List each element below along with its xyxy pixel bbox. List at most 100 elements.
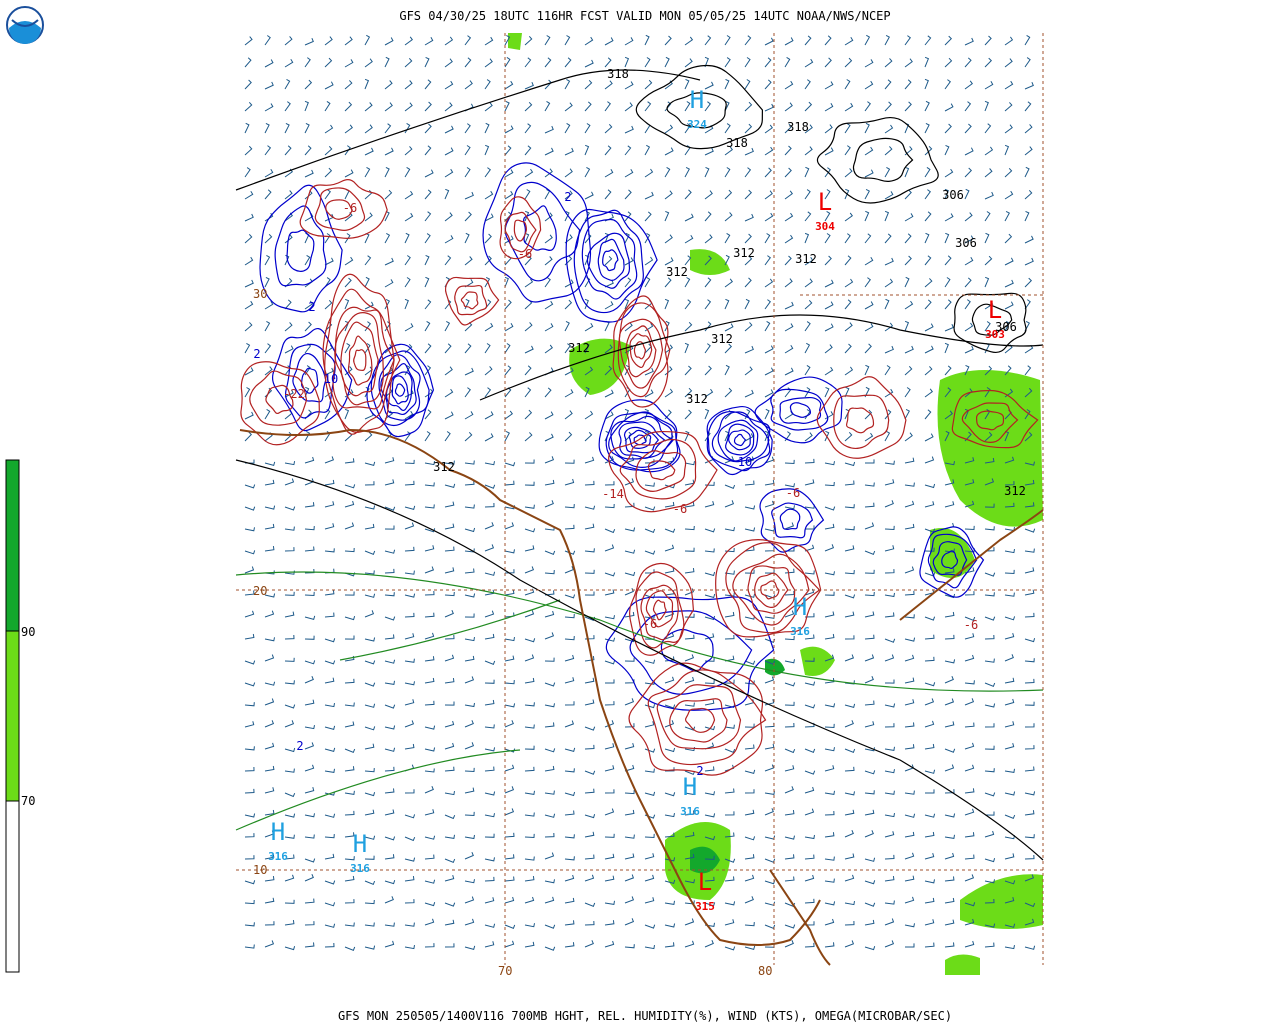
wind-barb bbox=[764, 676, 775, 684]
wind-barb bbox=[284, 634, 295, 640]
wind-barb bbox=[884, 638, 896, 643]
wind-barb bbox=[1004, 592, 1015, 597]
wind-barb bbox=[264, 637, 275, 642]
height-contour-label: 318 bbox=[787, 120, 809, 134]
contour bbox=[647, 669, 767, 766]
wind-barb bbox=[484, 102, 493, 112]
wind-barb bbox=[584, 101, 592, 112]
wind-barb bbox=[304, 834, 315, 839]
wind-barb bbox=[904, 677, 915, 684]
wind-barb bbox=[744, 945, 756, 951]
wind-barb bbox=[664, 632, 675, 640]
contour bbox=[725, 423, 755, 456]
wind-barb bbox=[944, 659, 956, 664]
wind-barb bbox=[384, 704, 396, 709]
wind-barb bbox=[704, 902, 716, 907]
contour bbox=[770, 388, 829, 431]
wind-barb bbox=[584, 144, 590, 156]
wind-barb bbox=[484, 660, 496, 665]
wind-barb bbox=[444, 943, 455, 948]
wind-barb bbox=[744, 505, 756, 510]
contour bbox=[628, 662, 764, 776]
wind-barb bbox=[284, 345, 294, 354]
wind-barb bbox=[244, 36, 253, 46]
wind-barb bbox=[584, 298, 589, 310]
wind-barb bbox=[924, 813, 936, 818]
wind-barb bbox=[764, 808, 774, 816]
wind-barb bbox=[364, 166, 371, 178]
wind-barb bbox=[804, 35, 812, 46]
wind-barb bbox=[904, 345, 914, 354]
wind-barb bbox=[924, 78, 929, 90]
wind-barb bbox=[604, 37, 614, 46]
contour bbox=[249, 370, 308, 426]
wind-barb bbox=[524, 168, 534, 178]
wind-barb bbox=[284, 389, 294, 398]
wind-barb bbox=[464, 460, 475, 465]
wind-barb bbox=[324, 923, 336, 928]
wind-barb bbox=[804, 211, 812, 222]
wind-barb bbox=[724, 788, 735, 794]
wind-barb bbox=[464, 191, 474, 200]
wind-barb bbox=[884, 876, 895, 882]
wind-barb bbox=[544, 610, 555, 618]
wind-barb bbox=[384, 592, 395, 597]
wind-barb bbox=[884, 918, 895, 926]
wind-barb bbox=[424, 835, 436, 840]
wind-barb bbox=[544, 212, 553, 222]
wind-barb bbox=[284, 547, 295, 552]
wind-barb bbox=[624, 588, 634, 596]
wind-barb bbox=[804, 786, 815, 794]
wind-barb bbox=[564, 636, 575, 641]
wind-barb bbox=[444, 366, 453, 376]
omega-contour-label: -6 bbox=[673, 502, 687, 516]
wind-barb bbox=[284, 747, 296, 753]
wind-barb bbox=[464, 57, 472, 68]
wind-barb bbox=[884, 210, 890, 222]
wind-barb bbox=[364, 34, 371, 46]
wind-barb bbox=[824, 832, 835, 838]
wind-barb bbox=[544, 703, 555, 708]
wind-barb bbox=[764, 57, 772, 68]
wind-barb bbox=[724, 858, 736, 863]
wind-barb bbox=[284, 792, 296, 798]
wind-barb bbox=[824, 233, 831, 244]
wind-barb bbox=[724, 946, 736, 951]
colorbar-segment-mid bbox=[5, 630, 20, 802]
wind-barb bbox=[964, 722, 975, 728]
pressure-center-symbol: H bbox=[793, 593, 807, 621]
wind-barb bbox=[524, 528, 536, 533]
wind-barb bbox=[744, 255, 753, 266]
wind-barb bbox=[844, 102, 854, 112]
wind-barb bbox=[404, 593, 416, 598]
wind-barb bbox=[564, 147, 574, 156]
wind-barb bbox=[664, 813, 675, 818]
wind-barb bbox=[264, 189, 272, 200]
wind-barb bbox=[424, 79, 432, 90]
wind-barb bbox=[784, 765, 795, 772]
wind-barb bbox=[1004, 549, 1015, 554]
wind-barb bbox=[524, 876, 535, 882]
wind-barb bbox=[784, 786, 794, 794]
wind-barb bbox=[384, 506, 396, 511]
wind-barb bbox=[524, 545, 535, 552]
wind-barb bbox=[1024, 766, 1035, 772]
wind-barb bbox=[884, 34, 890, 46]
wind-barb bbox=[704, 836, 716, 841]
wind-barb bbox=[984, 100, 989, 112]
wind-barb bbox=[824, 678, 835, 684]
wind-barb bbox=[1024, 210, 1030, 222]
wind-barb bbox=[964, 457, 975, 464]
wind-barb bbox=[564, 410, 573, 420]
wind-barb bbox=[344, 124, 353, 134]
contour bbox=[715, 539, 822, 638]
wind-barb bbox=[284, 101, 291, 112]
wind-barb bbox=[244, 833, 255, 838]
wind-barb bbox=[984, 745, 995, 750]
wind-barb bbox=[384, 940, 395, 948]
wind-barb bbox=[644, 482, 655, 487]
contour bbox=[324, 273, 395, 433]
wind-barb bbox=[504, 299, 512, 310]
wind-barb bbox=[544, 590, 555, 596]
wind-barb bbox=[984, 768, 995, 773]
